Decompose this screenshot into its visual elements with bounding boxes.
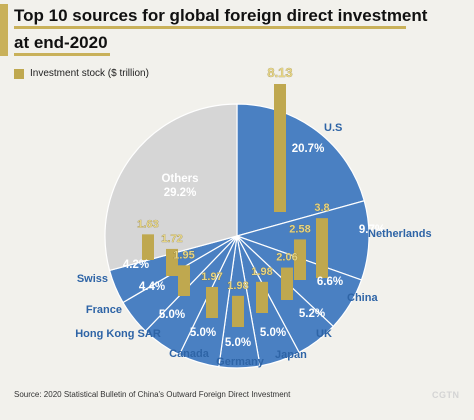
investment-bars — [142, 84, 328, 327]
title-underline-2 — [14, 53, 110, 56]
country-label-china: China — [347, 292, 378, 304]
bar-value-u-s: 8.13 — [267, 65, 292, 80]
bar-swiss — [142, 234, 154, 260]
bar-value-netherlands: 3.8 — [314, 202, 329, 214]
country-label-hong-kong-sar: Hong Kong SAR — [75, 328, 161, 340]
slice-percent-japan: 5.0% — [260, 327, 286, 339]
slice-percent-labels: 20.7% 9.7% 6.6% 5.2% 5.0% 5.0% 5.0% 5.0% 4.4% 4.2… — [123, 143, 385, 349]
bar-uk — [281, 267, 293, 300]
chart-title-line-2: at end-2020 — [14, 33, 108, 52]
bar-china — [294, 239, 306, 280]
slice-percent-uk: 5.2% — [299, 308, 325, 320]
slice-percent-hong-kong-sar: 5.0% — [159, 309, 185, 321]
legend-swatch — [14, 69, 24, 79]
country-label-japan: Japan — [275, 349, 307, 361]
slice-percent-swiss: 4.2% — [123, 259, 149, 271]
bar-value-hong-kong-sar: 1.95 — [173, 249, 194, 261]
bar-france — [166, 248, 178, 276]
bar-value-labels: 8.13 3.8 2.58 2.06 1.981.98 1.97 1.95 1.721.63 — [137, 65, 330, 292]
bar-value-japan: 1.98 — [251, 266, 272, 278]
slice-others — [104, 103, 238, 272]
slice-u-s — [236, 103, 365, 237]
country-label-uk: UK — [316, 328, 332, 340]
country-label-germany: Germany — [216, 356, 265, 368]
bar-germany — [232, 295, 244, 327]
bar-hong-kong-sar — [178, 265, 190, 296]
others-labels: Others 29.2% — [161, 173, 198, 199]
slice-percent-canada: 5.0% — [190, 327, 216, 339]
bar-value-france: 1.72 — [161, 233, 182, 245]
others-name-label: Others — [161, 173, 198, 185]
bar-value-uk: 2.06 — [276, 252, 297, 264]
bar-netherlands — [316, 218, 328, 278]
country-label-u-s: U.S — [324, 122, 342, 134]
country-label-france: France — [86, 304, 122, 316]
country-label-swiss: Swiss — [77, 273, 108, 285]
chart-title-line-1: Top 10 sources for global foreign direct… — [14, 6, 428, 25]
legend-label: Investment stock ($ trillion) — [30, 68, 149, 79]
slice-percent-u-s: 20.7% — [292, 143, 325, 155]
title-accent-bar — [0, 4, 8, 56]
title-underline-1 — [14, 26, 406, 29]
slice-percent-netherlands: 9.7% — [359, 224, 385, 236]
source-note: Source: 2020 Statistical Bulletin of Chi… — [14, 390, 291, 399]
bar-value-swiss: 1.63 — [137, 218, 158, 230]
others-percent-label: 29.2% — [164, 187, 197, 199]
cgtn-logo: CGTN — [432, 390, 460, 400]
slice-percent-china: 6.6% — [317, 276, 343, 288]
bar-u-s — [274, 84, 286, 212]
slice-percent-france: 4.4% — [139, 281, 165, 293]
bar-japan — [256, 281, 268, 313]
country-label-canada: Canada — [169, 348, 210, 360]
slice-percent-germany: 5.0% — [225, 337, 251, 349]
country-labels: U.S Netherlands China UK Japan Germany Canada H… — [75, 122, 431, 368]
title-block: Top 10 sources for global foreign direct… — [0, 0, 474, 64]
country-label-netherlands: Netherlands — [368, 228, 432, 240]
bar-value-china: 2.58 — [289, 223, 310, 235]
bar-value-germany: 1.98 — [227, 280, 248, 292]
bar-canada — [206, 286, 218, 318]
bar-value-canada: 1.97 — [201, 271, 222, 283]
